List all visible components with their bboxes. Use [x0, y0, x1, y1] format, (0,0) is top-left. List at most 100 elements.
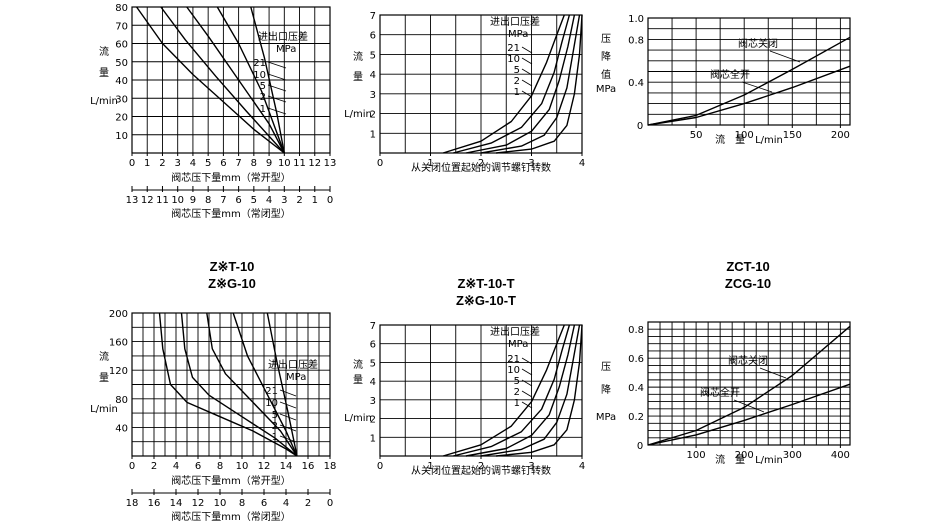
- legend-title: MPa: [508, 339, 528, 350]
- series-line-21: [158, 312, 298, 457]
- y-tick-label: 40: [115, 76, 128, 87]
- x-tick-label: 100: [687, 450, 706, 461]
- y-axis-label: 压: [601, 33, 611, 45]
- x-tick-label: 3: [175, 158, 181, 169]
- y-tick-label: 160: [109, 338, 128, 349]
- series-line-阀芯全开: [647, 65, 851, 126]
- y-tick-label: 0.8: [628, 35, 644, 46]
- x-tick-label: 9: [266, 158, 272, 169]
- x-tick-label: 2: [478, 461, 484, 472]
- series-leader-line: [521, 379, 533, 387]
- series-line-5: [465, 14, 576, 154]
- y-axis-label: 流: [353, 50, 363, 63]
- x-tick-label: 2: [478, 158, 484, 169]
- secondary-x-tick-label: 1: [312, 195, 318, 206]
- y-axis-label: 降: [601, 383, 611, 396]
- x-axis-label: 阀芯压下量mm（常开型）: [171, 474, 290, 487]
- series-line-阀芯全开: [647, 383, 851, 446]
- y-tick-label: 2: [370, 415, 376, 426]
- series-label-2: 2: [260, 92, 266, 103]
- series-label-2: 2: [272, 421, 278, 432]
- y-tick-label: 6: [370, 31, 376, 42]
- x-tick-label: 4: [190, 158, 196, 169]
- series-leader-line: [733, 399, 765, 413]
- series-line-5: [465, 324, 576, 457]
- series-label: 阀芯全开: [700, 386, 740, 399]
- series-line-2: [216, 6, 285, 154]
- secondary-x-tick-label: 8: [239, 498, 245, 509]
- x-tick-label: 5: [205, 158, 211, 169]
- y-tick-label: 1.0: [628, 14, 644, 25]
- series-label-21: 21: [265, 386, 278, 397]
- chart-panel-3: 50 100 150 200 0 0.4 0.8 1.0 压降值 MPa 流 量 L/min 阀芯关闭…: [596, 14, 851, 146]
- series-leader-line: [521, 68, 533, 76]
- y-axis-label: 量: [99, 372, 109, 384]
- y-tick-label: 80: [115, 395, 128, 406]
- series-label: 阀芯全开: [710, 68, 750, 81]
- series-label-10: 10: [507, 54, 520, 65]
- x-tick-label: 4: [579, 158, 585, 169]
- series-leader-line: [267, 107, 287, 115]
- y-tick-label: 5: [370, 358, 376, 369]
- x-origin-label: 0: [637, 441, 643, 452]
- y-tick-label: 50: [115, 58, 128, 69]
- x-tick-label: 1: [144, 158, 150, 169]
- y-tick-label: 5: [370, 50, 376, 61]
- x-tick-label: 150: [783, 130, 802, 141]
- y-axis-label: L/min: [344, 413, 372, 424]
- y-tick-label: 0.6: [628, 354, 644, 365]
- series-leader-line: [267, 73, 287, 81]
- y-axis-label: MPa: [596, 412, 616, 423]
- plot-frame: [647, 17, 851, 126]
- x-tick-label: 16: [302, 461, 315, 472]
- plot-frame: [647, 321, 851, 446]
- x-tick-label: 0: [377, 461, 383, 472]
- secondary-x-tick-label: 14: [170, 498, 183, 509]
- x-tick-label: 10: [278, 158, 291, 169]
- series-line-10: [453, 324, 571, 457]
- y-axis-label: 值: [601, 68, 611, 81]
- y-tick-label: 4: [370, 377, 376, 388]
- series-line-21: [136, 6, 285, 154]
- secondary-x-tick-label: 3: [281, 195, 287, 206]
- secondary-x-tick-label: 9: [190, 195, 196, 206]
- secondary-x-tick-label: 7: [220, 195, 226, 206]
- series-leader-line: [521, 79, 533, 87]
- series-leader-line: [521, 46, 533, 54]
- series-line-1: [496, 324, 583, 457]
- secondary-x-tick-label: 10: [171, 195, 184, 206]
- x-tick-label: 8: [217, 461, 223, 472]
- y-tick-label: 3: [370, 90, 376, 101]
- x-tick-label: 3: [528, 158, 534, 169]
- series-label-1: 1: [272, 432, 278, 443]
- y-tick-label: 2: [370, 110, 376, 121]
- y-axis-label: 流: [99, 350, 109, 363]
- secondary-x-tick-label: 6: [235, 195, 241, 206]
- x-tick-label: 2: [159, 158, 165, 169]
- x-tick-label: 2: [151, 461, 157, 472]
- series-line-10: [180, 312, 298, 457]
- series-line-10: [160, 6, 285, 154]
- secondary-x-tick-label: 12: [141, 195, 154, 206]
- series-line-21: [442, 14, 565, 154]
- x-tick-label: 100: [735, 130, 754, 141]
- x-tick-label: 0: [377, 158, 383, 169]
- y-tick-label: 120: [109, 366, 128, 377]
- y-tick-label: 1: [370, 433, 376, 444]
- series-label-5: 5: [514, 376, 520, 387]
- series-label-21: 21: [507, 43, 520, 54]
- secondary-x-tick-label: 13: [126, 195, 139, 206]
- secondary-x-tick-label: 2: [296, 195, 302, 206]
- x-tick-label: 300: [783, 450, 802, 461]
- chart-panel-1: 0 1 2 3 4 5 6 7 8 9 10 11 12 131020304050607080流量L/mi…: [90, 3, 336, 220]
- legend-title: 进出口压差: [490, 325, 540, 338]
- series-leader-line: [279, 413, 297, 421]
- series-label: 阀芯关闭: [738, 37, 778, 50]
- title-mid-line2: Z※G-10-T: [456, 293, 516, 308]
- series-leader-line: [521, 357, 533, 365]
- legend-title: MPa: [508, 29, 528, 40]
- series-label-1: 1: [514, 398, 520, 409]
- x-origin-label: 0: [637, 121, 643, 132]
- y-axis-label: 压: [601, 361, 611, 373]
- series-line-阀芯关闭: [647, 325, 851, 446]
